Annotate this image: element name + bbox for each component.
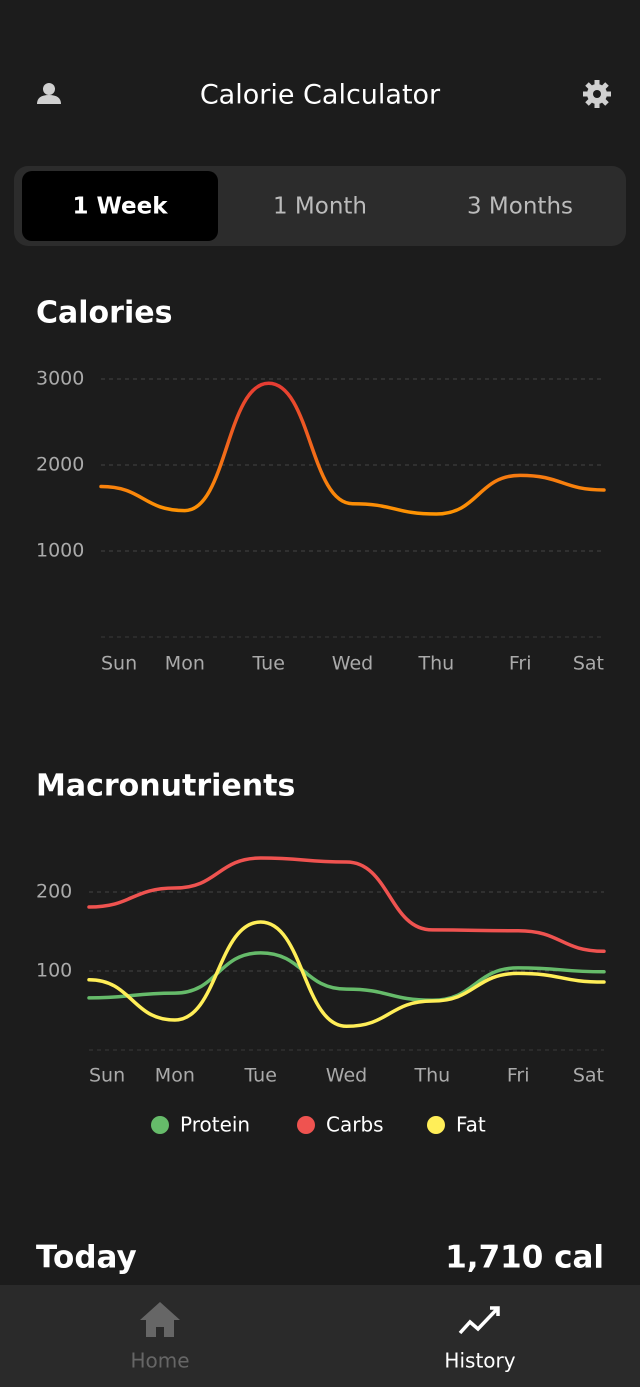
legend-label: Carbs (326, 1113, 384, 1137)
history-icon[interactable] (458, 1306, 500, 1335)
x-tick-label: Thu (417, 653, 454, 675)
summary-value: 1,710 cal (445, 1240, 604, 1276)
data-line (87, 856, 606, 953)
x-tick-label: Sat (573, 1065, 604, 1087)
tab[interactable]: 3 Months (467, 194, 573, 220)
y-tick-label: 100 (36, 960, 72, 982)
x-tick-label: Wed (332, 653, 373, 675)
nav-bar (0, 1285, 640, 1387)
tab[interactable]: 1 Week (72, 194, 168, 220)
y-tick-label: 2000 (36, 454, 84, 476)
home-icon[interactable] (140, 1302, 180, 1337)
x-tick-label: Sun (101, 653, 137, 675)
y-tick-label: 1000 (36, 540, 84, 562)
settings-icon[interactable] (583, 80, 611, 108)
y-tick-label: 200 (36, 881, 72, 903)
profile-icon[interactable] (37, 83, 61, 104)
x-tick-label: Fri (507, 1065, 530, 1087)
legend-label: Protein (180, 1113, 250, 1137)
legend-swatch (297, 1116, 315, 1134)
y-tick-label: 3000 (36, 368, 84, 390)
nav-item[interactable]: History (444, 1349, 515, 1373)
app-title: Calorie Calculator (200, 80, 441, 111)
legend-swatch (151, 1116, 169, 1134)
x-tick-label: Fri (509, 653, 532, 675)
data-line (87, 920, 606, 1029)
data-line (99, 381, 606, 516)
nav-item[interactable]: Home (130, 1349, 189, 1373)
x-tick-label: Tue (251, 653, 284, 675)
x-tick-label: Wed (326, 1065, 367, 1087)
x-tick-label: Sat (573, 653, 604, 675)
x-tick-label: Mon (155, 1065, 195, 1087)
data-line (87, 951, 606, 1002)
chart-title: Calories (36, 296, 172, 331)
tab[interactable]: 1 Month (273, 194, 367, 220)
x-tick-label: Thu (413, 1065, 450, 1087)
legend-label: Fat (456, 1113, 486, 1137)
x-tick-label: Tue (243, 1065, 276, 1087)
x-tick-label: Mon (165, 653, 205, 675)
summary-label: Today (36, 1240, 137, 1276)
active-tab (22, 171, 218, 241)
legend-swatch (427, 1116, 445, 1134)
x-tick-label: Sun (89, 1065, 125, 1087)
chart-title: Macronutrients (36, 769, 295, 804)
